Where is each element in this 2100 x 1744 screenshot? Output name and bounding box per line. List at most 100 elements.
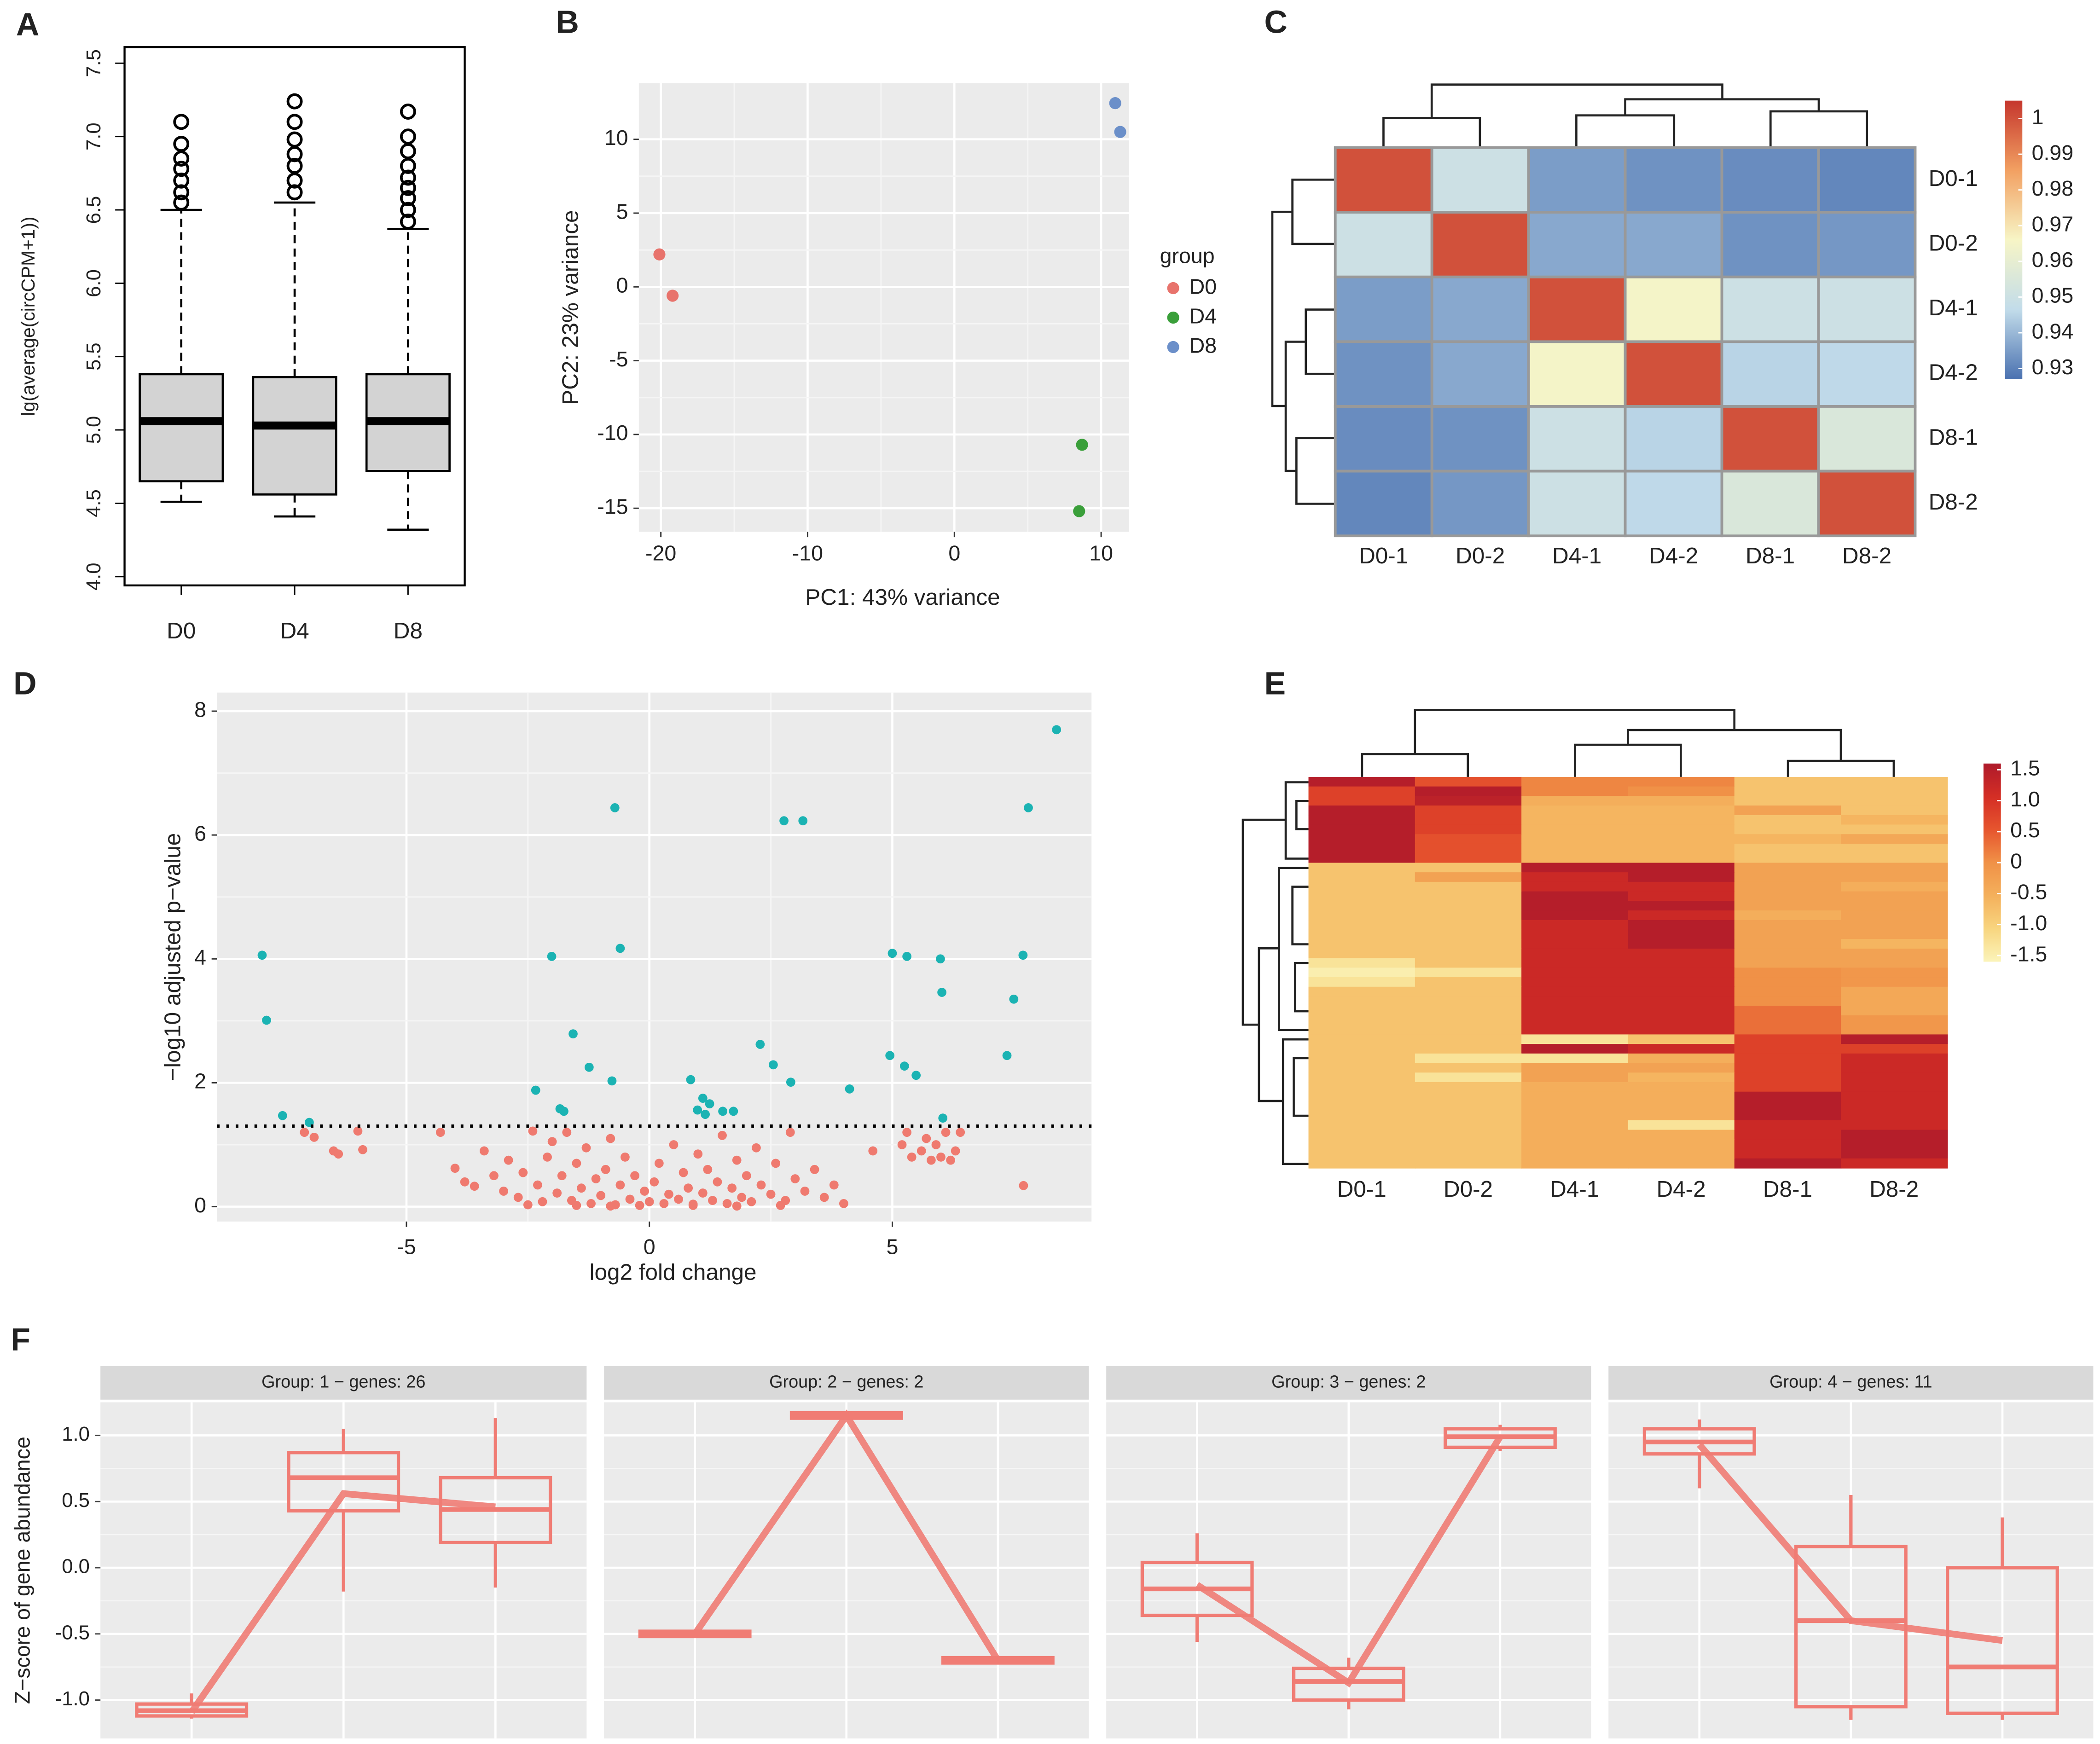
heat-cell <box>1521 891 1629 902</box>
heat-cell <box>1415 786 1522 797</box>
heat-cell <box>1734 805 1842 816</box>
heat-cell <box>1841 815 1948 825</box>
panel-background <box>217 692 1092 1222</box>
heat-cell <box>1734 901 1842 911</box>
point <box>1002 1051 1012 1060</box>
heat-cell <box>1628 1006 1735 1016</box>
point <box>581 1143 591 1153</box>
heat-cell <box>1628 786 1735 797</box>
heat-cell <box>1308 786 1415 797</box>
colorbar-label: -0.5 <box>2010 880 2047 904</box>
heat-cell <box>1308 1139 1415 1150</box>
heat-cell <box>1817 340 1917 408</box>
point <box>1073 505 1085 517</box>
point <box>601 1165 610 1174</box>
heat-cell <box>1734 824 1842 835</box>
mean-line <box>692 1409 1001 1663</box>
heat-cell <box>1430 405 1530 473</box>
heat-cell <box>1628 1044 1735 1054</box>
heat-cell <box>1734 948 1842 959</box>
heat-cell <box>1734 786 1842 797</box>
heat-cell <box>1734 986 1842 997</box>
heat-cell <box>1308 1130 1415 1140</box>
heat-cell <box>1720 340 1820 408</box>
heat-cell <box>1734 891 1842 902</box>
heat-cell <box>1720 405 1820 473</box>
legend-swatch <box>1167 311 1179 324</box>
colorbar-label: 1.0 <box>2010 787 2040 811</box>
point <box>552 1188 562 1198</box>
point <box>1109 97 1121 110</box>
point <box>868 1146 878 1156</box>
box <box>287 1451 400 1513</box>
outlier <box>400 214 416 230</box>
heat-cell <box>1521 1053 1629 1064</box>
point <box>698 1188 708 1198</box>
point <box>559 1107 569 1116</box>
point <box>727 1183 737 1193</box>
heat-cell <box>1415 863 1522 873</box>
heat-cell <box>1628 1072 1735 1083</box>
facet-title: Group: 2 − genes: 2 <box>769 1372 923 1391</box>
heat-cell <box>1415 1130 1522 1140</box>
heat-cell <box>1521 1082 1629 1092</box>
heat-cell <box>1841 1053 1948 1064</box>
heat-cell <box>1430 340 1530 408</box>
heat-cell <box>1841 1139 1948 1150</box>
point <box>528 1126 538 1136</box>
column-label: D0-2 <box>1456 543 1505 568</box>
heat-cell <box>1415 1044 1522 1054</box>
point <box>460 1177 470 1187</box>
heat-cell <box>1628 881 1735 892</box>
heat-cell <box>1734 834 1842 845</box>
heat-cell <box>1308 824 1415 835</box>
colorbar-label: 0.95 <box>2032 284 2074 307</box>
point <box>917 1146 926 1156</box>
heat-cell <box>1841 977 1948 987</box>
x-tick-label: -20 <box>645 541 676 565</box>
colorbar <box>2005 100 2023 379</box>
legend-label: D4 <box>1189 304 1217 328</box>
point <box>768 1060 778 1070</box>
heat-cell <box>1734 815 1842 825</box>
point <box>569 1029 578 1039</box>
heat-cell <box>1734 1053 1842 1064</box>
heat-cell <box>1521 786 1629 797</box>
heat-cell <box>1308 1072 1415 1083</box>
heat-cell <box>1521 948 1629 959</box>
x-tick-label: 0 <box>644 1234 656 1258</box>
heat-cell <box>1734 1120 1842 1130</box>
heat-cell <box>1308 1044 1415 1054</box>
heat-cell <box>1628 958 1735 968</box>
x-axis-label: PC1: 43% variance <box>805 585 1000 610</box>
point <box>776 1200 785 1210</box>
heat-cell <box>1415 805 1522 816</box>
point <box>479 1146 489 1156</box>
point <box>659 1199 669 1208</box>
outlier <box>286 184 303 201</box>
panel-label: E <box>1265 666 1286 701</box>
heat-cell <box>1841 910 1948 921</box>
heat-cell <box>1628 872 1735 883</box>
point <box>756 1180 766 1190</box>
point <box>899 1061 909 1071</box>
heat-cell <box>1415 977 1522 987</box>
point <box>1018 950 1028 960</box>
heat-cell <box>1521 1149 1629 1159</box>
heat-cell <box>1521 939 1629 950</box>
y-tick-label: 0.0 <box>62 1555 90 1578</box>
heat-cell <box>1734 1034 1842 1045</box>
heat-cell <box>1308 796 1415 806</box>
point <box>693 1149 703 1159</box>
colorbar-label: 1.5 <box>2010 756 2040 780</box>
heat-cell <box>1734 1025 1842 1035</box>
heat-cell <box>1628 805 1735 816</box>
point <box>1076 439 1088 451</box>
point <box>547 952 557 961</box>
heat-cell <box>1308 968 1415 978</box>
point <box>262 1015 271 1025</box>
x-tick-label: D8 <box>394 618 423 643</box>
y-tick-label: -1.0 <box>55 1687 90 1710</box>
heat-cell <box>1415 920 1522 930</box>
